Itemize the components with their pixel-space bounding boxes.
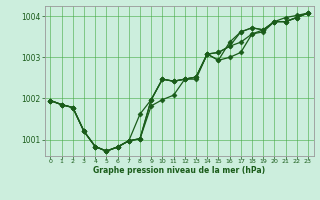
X-axis label: Graphe pression niveau de la mer (hPa): Graphe pression niveau de la mer (hPa) [93, 166, 265, 175]
